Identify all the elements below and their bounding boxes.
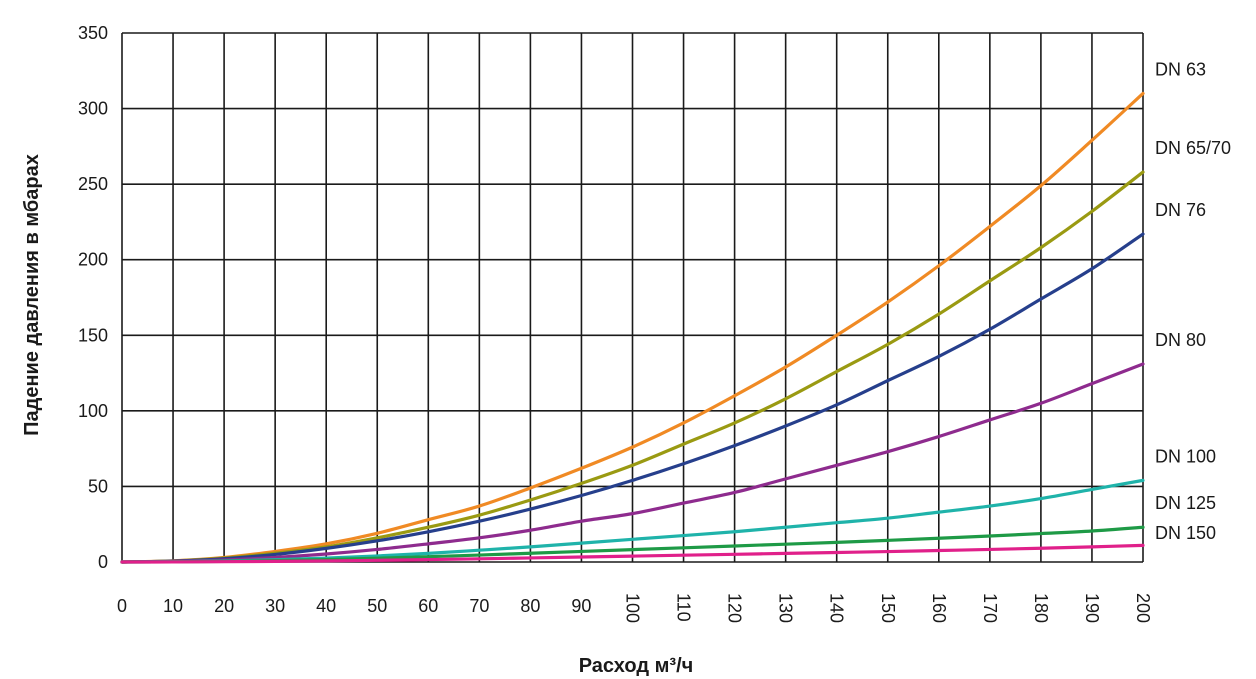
y-axis-title: Падение давления в мбарах: [21, 154, 43, 436]
series-label-6: DN 150: [1155, 523, 1216, 543]
x-tick-label-19: 190: [1082, 593, 1102, 623]
y-tick-label-6: 300: [78, 99, 108, 119]
x-tick-label-14: 140: [827, 593, 847, 623]
series-labels: DN 63 DN 65/70 DN 76 DN 80 DN 100 DN 125 DN 15…: [1155, 59, 1231, 543]
x-tick-label-11: 110: [674, 593, 694, 622]
x-tick-label-4: 40: [316, 596, 336, 616]
x-tick-label-18: 180: [1031, 593, 1051, 623]
x-tick-label-8: 80: [520, 596, 540, 616]
y-tick-label-7: 350: [78, 23, 108, 43]
series-label-2: DN 76: [1155, 200, 1206, 220]
y-tick-label-0: 0: [98, 552, 108, 572]
x-tick-label-16: 160: [929, 593, 949, 623]
series-label-1: DN 65/70: [1155, 138, 1231, 158]
x-tick-label-13: 130: [776, 593, 796, 623]
grid: [121, 32, 1144, 563]
x-tick-label-20: 200: [1133, 593, 1153, 623]
series-label-0: DN 63: [1155, 59, 1206, 79]
x-tick-label-2: 20: [214, 596, 234, 616]
series-line-0: [120, 91, 1145, 564]
series-label-4: DN 100: [1155, 446, 1216, 466]
series-line-6: [120, 543, 1145, 564]
x-axis-title: Расход м³/ч: [579, 655, 694, 677]
series-label-5: DN 125: [1155, 493, 1216, 513]
x-tick-label-6: 60: [418, 596, 438, 616]
x-tick-label-3: 30: [265, 596, 285, 616]
x-tick-label-17: 170: [980, 593, 1000, 623]
series-line-3: [120, 362, 1145, 564]
y-tick-label-4: 200: [78, 250, 108, 270]
y-tick-label-5: 250: [78, 174, 108, 194]
series-label-3: DN 80: [1155, 330, 1206, 350]
y-tick-label-2: 100: [78, 401, 108, 421]
x-tick-label-7: 70: [469, 596, 489, 616]
x-tick-label-15: 150: [878, 593, 898, 623]
curves: [120, 91, 1145, 564]
x-tick-label-9: 90: [571, 596, 591, 616]
x-tick-label-1: 10: [163, 596, 183, 616]
x-tick-label-0: 0: [117, 596, 127, 616]
y-tick-label-3: 150: [78, 325, 108, 345]
x-tick-label-10: 100: [623, 593, 643, 623]
x-tick-label-12: 120: [725, 593, 745, 623]
y-axis-ticks: 0 50 100 150 200 250 300 350: [78, 23, 108, 572]
x-tick-label-5: 50: [367, 596, 387, 616]
y-tick-label-1: 50: [88, 476, 108, 496]
series-line-2: [120, 232, 1145, 564]
x-axis-ticks: 0 10 20 30 40 50 60 70 80 90 100 110 120 130 140 150 160…: [117, 593, 1153, 623]
